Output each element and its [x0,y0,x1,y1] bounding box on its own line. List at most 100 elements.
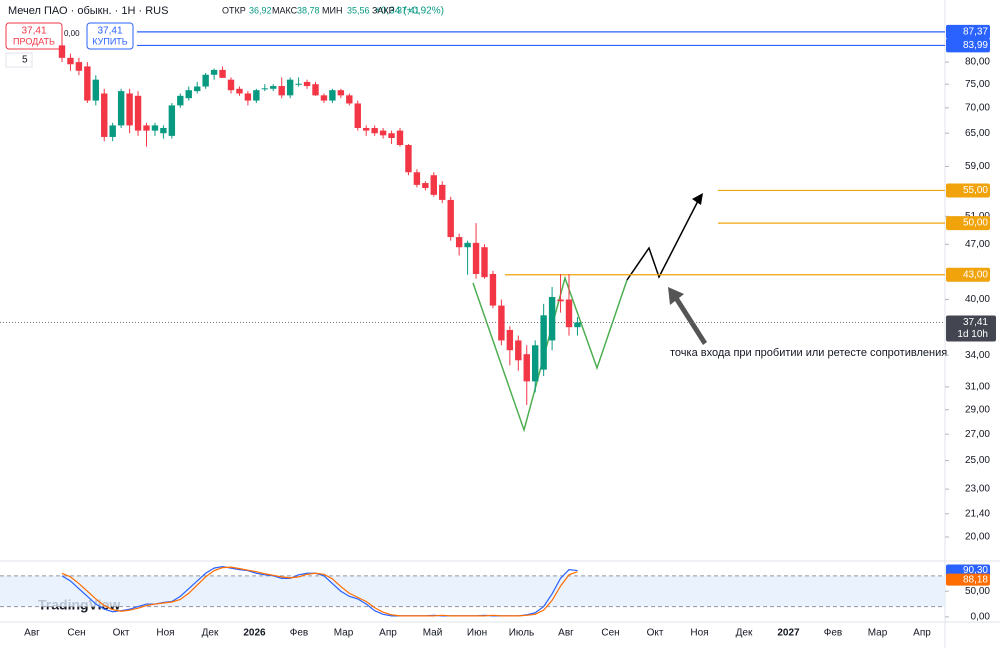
level-label: 55,00 [963,185,988,196]
x-tick-label: 2027 [777,628,800,639]
candle-body [523,354,530,382]
y-tick-label: 27,00 [965,429,990,440]
last-price-label: 37,41 [963,317,988,328]
spread: 0,00 [64,29,80,38]
sell-label: ПРОДАТЬ [13,36,55,46]
x-tick-label: Апр [913,628,931,639]
x-tick-label: Ноя [156,628,174,639]
candle-body [160,127,167,134]
y-tick-label: 20,00 [965,532,990,543]
candle-body [515,340,522,361]
candle-body [295,83,302,85]
x-tick-label: Май [423,628,443,639]
change: +0,34 (+0,92%) [375,6,444,17]
candle-body [194,86,201,92]
candle-body [320,95,328,101]
y-tick-label: 40,00 [965,294,990,305]
annotation: точка входа при пробитии или ретесте соп… [670,347,947,359]
x-tick-label: 2026 [243,628,266,639]
y-tick-label: 65,00 [965,128,990,139]
y-tick-label: 25,00 [965,455,990,466]
symbol: Мечел ПАО · обыкн. · 1Н · RUS [8,5,168,17]
level-label: 43,00 [963,269,988,280]
countdown: 1d 10h [957,329,988,340]
candle-body [202,74,209,87]
candle-body [185,90,192,99]
level-box [946,24,990,39]
candle-body [354,103,361,128]
candle-body [346,95,353,104]
level-label: 83,99 [963,40,988,51]
arrow-drawing [626,196,701,281]
last-value-box [946,573,990,586]
candle-body [548,296,556,341]
last-price-box [946,315,996,342]
candle-body [447,199,454,238]
x-tick-label: Фев [290,628,308,639]
candle-body [532,345,539,382]
candle-body [481,247,488,278]
y-tick-label: 23,00 [965,484,990,495]
y-tick-label: 31,00 [965,381,990,392]
ohlc-label: ОТКР [222,5,246,15]
candle-body [177,95,184,106]
x-tick-label: Июль [509,628,535,639]
sell-button[interactable] [5,22,63,50]
indicator-line [61,566,578,617]
candle-body [388,133,395,139]
x-tick-label: Сен [601,628,619,639]
candle-body [303,81,311,87]
candle-body [143,125,150,131]
interval-toggle[interactable] [5,52,33,68]
x-tick-label: Мар [334,628,354,639]
ohlc-label: МИН [322,5,342,15]
candle-body [151,125,159,131]
ohlc-label: ЗАКР [372,5,395,15]
buy-button[interactable] [86,22,134,50]
last-value-label: 88,18 [963,574,988,585]
x-tick-label: Окт [113,628,130,639]
x-tick-label: Окт [647,628,664,639]
y-tick-label: 29,00 [965,404,990,415]
candle-body [472,242,480,274]
y-tick-label: 50,00 [965,586,990,597]
candle-body [557,299,564,302]
candle-body [498,305,505,341]
candle-body [540,315,547,370]
x-tick-label: Апр [379,628,397,639]
candle-body [565,299,573,328]
candle-body [253,90,260,101]
candle-body [109,125,116,137]
candle-body [261,88,268,90]
candle-body [101,93,108,137]
x-tick-label: Авг [558,628,574,639]
candle-body [227,79,235,91]
candle-body [286,79,294,96]
level-box [946,216,990,231]
candle-body [67,57,74,65]
x-tick-label: Авг [24,628,40,639]
candle-body [134,95,142,131]
band-fill [0,575,945,607]
candle-body [168,105,176,136]
y-tick-label: 70,00 [965,102,990,113]
y-tick-label: 47,00 [965,239,990,250]
candle-body [92,79,99,101]
x-tick-label: Июн [467,628,487,639]
x-tick-label: Ноя [690,628,708,639]
candle-body [379,130,387,136]
ohlc-value: 35,56 [347,5,370,15]
candle-body [236,88,243,94]
candle-body [405,145,412,173]
candle-body [413,172,421,185]
candle-body [489,273,497,306]
buy-label: КУПИТЬ [92,36,127,46]
candle-body [455,237,463,248]
candle-body [430,175,437,195]
level-box [946,267,990,282]
candle-body [58,45,66,58]
x-tick-label: Дек [736,628,753,639]
candle-body [439,184,446,200]
candle-body [117,91,125,126]
sell-price: 37,41 [21,26,46,37]
